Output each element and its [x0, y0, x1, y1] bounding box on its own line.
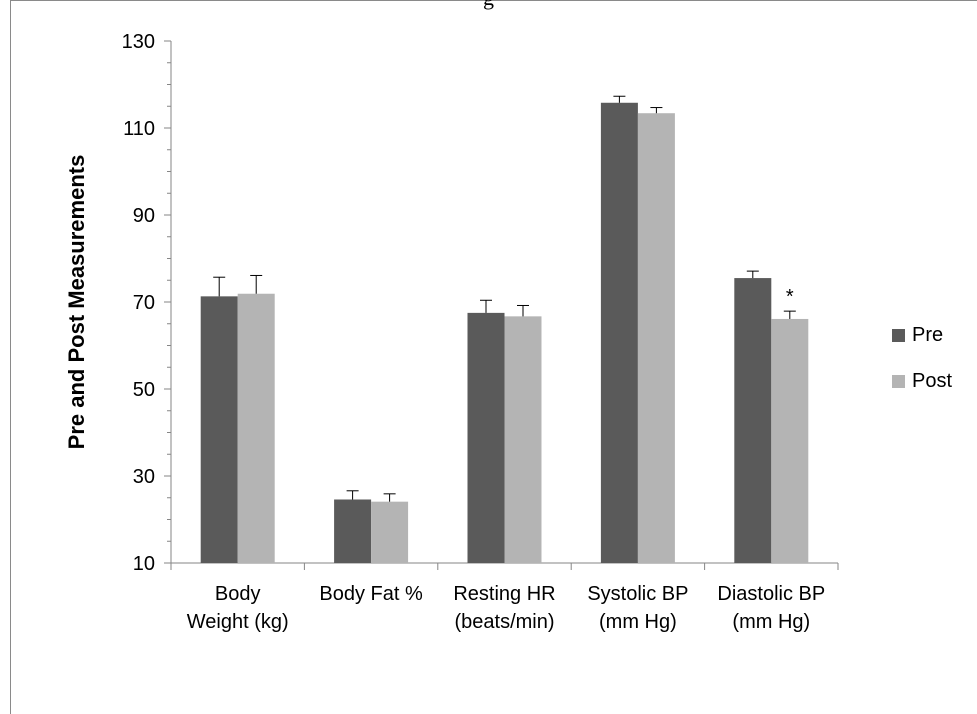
bar-pre [200, 296, 238, 563]
legend: Pre Post [892, 324, 952, 392]
bar-post [637, 113, 675, 564]
category-label: (beats/min) [454, 611, 554, 633]
x-axis [170, 562, 839, 570]
bar-pre [334, 499, 372, 563]
bar-pre [734, 278, 772, 563]
y-tick-label: 10 [133, 553, 155, 575]
y-axis: 10 30 50 70 90 110 130 [122, 31, 172, 575]
y-tick-label: 50 [133, 379, 155, 401]
bar-pre [467, 312, 505, 563]
bar-post [237, 293, 275, 563]
y-tick-label: 130 [122, 31, 155, 53]
legend-label-pre: Pre [912, 324, 943, 346]
y-tick-label: 110 [123, 118, 155, 140]
category-label: (mm Hg) [732, 611, 810, 633]
category-label: Resting HR [453, 583, 555, 605]
y-tick-label: 70 [133, 292, 155, 314]
category-label: Systolic BP [587, 583, 688, 605]
bar-pre [600, 102, 638, 564]
y-tick-label: 30 [133, 466, 155, 488]
y-axis-label: Pre and Post Measurements [64, 155, 89, 450]
y-tick-label: 90 [133, 205, 155, 227]
category-label: (mm Hg) [599, 611, 677, 633]
legend-label-post: Post [912, 370, 952, 392]
category-label: Diastolic BP [717, 583, 825, 605]
bar-post [371, 501, 409, 563]
category-labels: Body Weight (kg) Body Fat % Resting HR (beat… [187, 583, 825, 633]
category-label: Body [215, 583, 261, 605]
bars-group: * [200, 95, 809, 564]
category-label: Body Fat % [319, 583, 423, 605]
bar-post [771, 318, 809, 563]
bar-post [504, 316, 542, 563]
significance-asterisk: * [786, 286, 794, 308]
legend-swatch-post [892, 375, 905, 388]
category-label: Weight (kg) [187, 611, 289, 633]
clipped-title-fragment: g [0, 0, 977, 11]
legend-swatch-pre [892, 329, 905, 342]
